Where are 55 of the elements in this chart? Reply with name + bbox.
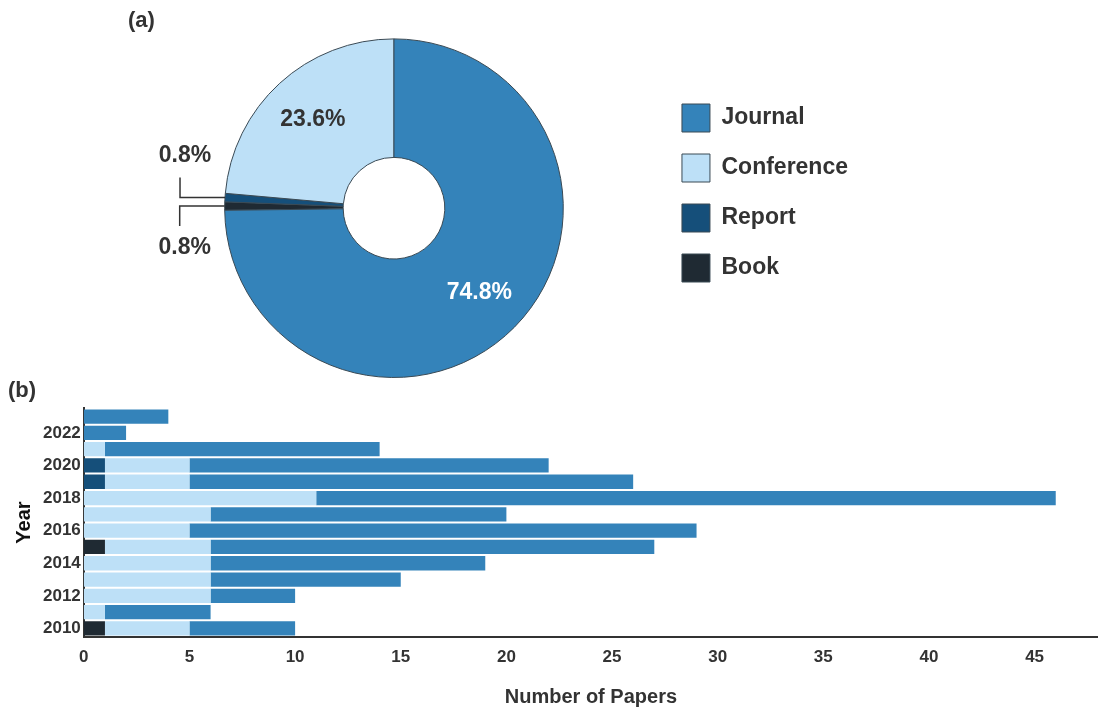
- bar: [83, 588, 211, 604]
- bar: [83, 556, 211, 571]
- bar: [210, 588, 296, 604]
- bar: [83, 441, 105, 457]
- bar: [316, 490, 1056, 506]
- x-tick-label: 45: [1025, 647, 1045, 667]
- chart-title: (b): [8, 377, 37, 403]
- bar: [83, 621, 105, 636]
- bar: [104, 621, 190, 636]
- bar: [104, 458, 190, 473]
- x-tick-label: 40: [919, 647, 939, 667]
- bar: [83, 425, 127, 441]
- x-tick-label: 15: [391, 647, 411, 667]
- bar: [104, 474, 190, 489]
- bar: [83, 572, 211, 587]
- x-tick-label: 10: [285, 647, 305, 667]
- bar: [83, 604, 105, 620]
- data-label: 0.8%: [158, 140, 212, 167]
- bar: [104, 539, 211, 555]
- bar: [104, 604, 211, 620]
- bar: [83, 539, 105, 555]
- y-tick-label: 2020: [42, 455, 81, 475]
- x-tick-label: 0: [79, 647, 89, 667]
- x-tick-label: 25: [602, 647, 622, 667]
- bar: [104, 441, 380, 457]
- bar: [210, 556, 486, 571]
- chart-title: (a): [128, 7, 155, 33]
- y-tick-label: 2010: [42, 618, 81, 638]
- legend-label: Book: [721, 253, 780, 280]
- y-tick-label: 2014: [42, 552, 82, 572]
- bar: [210, 572, 401, 587]
- bar: [83, 474, 105, 489]
- legend-label: Conference: [721, 153, 849, 180]
- y-tick-label: 2022: [42, 422, 81, 442]
- bar: [210, 539, 655, 555]
- x-tick-label: 30: [708, 647, 728, 667]
- y-axis-title: Year: [11, 501, 34, 544]
- bar: [83, 458, 105, 473]
- bar: [83, 490, 317, 506]
- y-tick-label: 2012: [42, 585, 81, 605]
- bar: [189, 621, 296, 636]
- data-label: 0.8%: [158, 233, 211, 260]
- bar: [189, 458, 549, 473]
- x-tick-label: 20: [496, 647, 516, 667]
- data-label: 74.8%: [446, 277, 513, 304]
- bar: [83, 409, 169, 424]
- x-axis-title: Number of Papers: [504, 684, 678, 707]
- legend-label: Report: [721, 203, 796, 230]
- bar: [189, 474, 634, 489]
- legend-label: Journal: [721, 103, 805, 130]
- data-label: 23.6%: [280, 105, 346, 132]
- y-tick-label: 2018: [42, 487, 81, 507]
- x-tick-label: 35: [813, 647, 833, 667]
- x-tick-label: 5: [184, 647, 195, 667]
- y-tick-label: 2016: [42, 520, 81, 540]
